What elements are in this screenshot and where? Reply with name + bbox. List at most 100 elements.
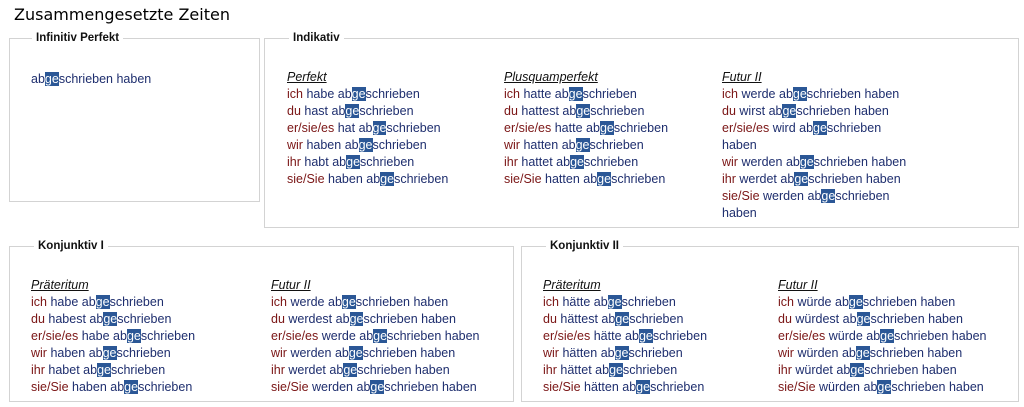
- pronoun: er/sie/es: [504, 121, 552, 135]
- participle-rest: schrieben: [117, 312, 172, 326]
- pronoun: ich: [504, 87, 520, 101]
- pronoun: du: [31, 312, 45, 326]
- conjugation-line: er/sie/es wird abgeschrieben: [722, 120, 906, 137]
- conj-list: ich habe abgeschrieben du hast abgeschrie…: [287, 86, 448, 188]
- highlighted-particle: ge: [370, 380, 385, 394]
- konjunktiv2-panel: Konjunktiv II Präteritum ich hätte abges…: [521, 240, 1019, 402]
- konjunktiv1-panel: Konjunktiv I Präteritum ich habe abgesch…: [9, 240, 514, 402]
- prefix: ab: [841, 346, 856, 360]
- participle-rest: schrieben haben: [870, 312, 963, 326]
- indikativ-legend: Indikativ: [293, 32, 340, 44]
- highlighted-particle: ge: [636, 380, 651, 394]
- prefix: ab: [835, 295, 849, 309]
- highlighted-particle: ge: [794, 172, 809, 186]
- conjugation-line: ihr werdet abgeschrieben haben: [271, 362, 480, 379]
- pronoun: du: [271, 312, 285, 326]
- prefix: ab: [88, 346, 103, 360]
- prefix: ab: [83, 363, 98, 377]
- participle-rest: schrieben: [140, 329, 196, 343]
- auxiliary-verb: habt: [304, 155, 329, 169]
- pronoun: ihr: [722, 172, 736, 186]
- auxiliary-verb: habe: [50, 295, 79, 309]
- highlighted-particle: ge: [599, 121, 614, 135]
- auxiliary-verb: würdest: [795, 312, 840, 326]
- tense-label: Futur II: [722, 70, 762, 84]
- pronoun: er/sie/es: [722, 121, 770, 135]
- pronoun: ihr: [31, 363, 45, 377]
- conjugation-line: sie/Sie würden abgeschrieben haben: [778, 379, 987, 396]
- pronoun: du: [287, 104, 301, 118]
- conjugation-line: ich würde abgeschrieben haben: [778, 294, 987, 311]
- conjugation-line: ich werde abgeschrieben haben: [722, 86, 906, 103]
- participle-rest: schrieben: [583, 155, 639, 169]
- konjunktiv2-futur2-column: Futur II ich würde abgeschrieben haben du…: [778, 277, 987, 396]
- auxiliary-verb: würde: [797, 295, 832, 309]
- conjugation-line: er/sie/es werde abgeschrieben haben: [271, 328, 480, 345]
- conjugation-line: sie/Sie werden abgeschrieben: [722, 188, 906, 205]
- conjugation-line: ihr hättet abgeschrieben: [543, 362, 707, 379]
- participle-rest: schrieben haben: [357, 363, 450, 377]
- highlighted-particle: ge: [373, 329, 388, 343]
- pronoun: er/sie/es: [31, 329, 79, 343]
- auxiliary-verb: hatte: [523, 87, 552, 101]
- highlighted-particle: ge: [568, 87, 583, 101]
- participle-rest: schrieben haben: [796, 104, 889, 118]
- highlighted-particle: ge: [102, 346, 117, 360]
- auxiliary-verb: wird: [772, 121, 796, 135]
- auxiliary-verb: hätte: [593, 329, 622, 343]
- participle-rest: schrieben haben: [808, 172, 901, 186]
- highlighted-particle: ge: [575, 138, 590, 152]
- highlighted-particle: ge: [97, 363, 111, 377]
- conjugation-line-continuation: haben: [722, 205, 906, 222]
- participle-rest: schrieben haben: [894, 329, 987, 343]
- prefix: ab: [779, 87, 793, 101]
- conj-list: ich würde abgeschrieben haben du würdest …: [778, 294, 987, 396]
- konjunktiv2-legend: Konjunktiv II: [550, 240, 619, 252]
- conjugation-line: er/sie/es habe abgeschrieben: [31, 328, 195, 345]
- infinitiv-perfekt-panel: Infinitiv Perfekt abgeschrieben haben: [9, 32, 260, 202]
- pronoun: ihr: [543, 363, 557, 377]
- conjugation-line: er/sie/es hatte abgeschrieben: [504, 120, 668, 137]
- participle-rest: schrieben: [629, 312, 684, 326]
- konjunktiv1-futur2-column: Futur II ich werde abgeschrieben haben du…: [271, 277, 480, 396]
- highlighted-particle: ge: [346, 155, 361, 169]
- auxiliary-verb: werde: [321, 329, 356, 343]
- pronoun: wir: [504, 138, 520, 152]
- prefix: ab: [842, 312, 857, 326]
- pronoun: ich: [287, 87, 303, 101]
- pronoun: ich: [543, 295, 559, 309]
- conjugation-line: ich werde abgeschrieben haben: [271, 294, 480, 311]
- indikativ-perfekt-column: Perfekt ich habe abgeschrieben du hast ab…: [287, 69, 448, 188]
- participle-rest: schrieben haben: [813, 155, 907, 169]
- prefix: ab: [625, 329, 639, 343]
- participle-rest: schrieben: [590, 104, 645, 118]
- auxiliary-verb: haben: [50, 346, 86, 360]
- conjugation-line: du hattest abgeschrieben: [504, 103, 668, 120]
- highlighted-particle: ge: [124, 380, 139, 394]
- auxiliary-verb: haben: [306, 138, 342, 152]
- conjugation-line: ich habe abgeschrieben: [287, 86, 448, 103]
- highlighted-particle: ge: [880, 329, 895, 343]
- highlighted-particle: ge: [372, 121, 387, 135]
- conjugation-line: er/sie/es würde abgeschrieben haben: [778, 328, 987, 345]
- participle-rest: schrieben: [109, 295, 164, 309]
- conjugation-line: sie/Sie hätten abgeschrieben: [543, 379, 707, 396]
- auxiliary-verb: habet: [48, 363, 80, 377]
- auxiliary-verb: werdet: [288, 363, 326, 377]
- auxiliary-verb: habest: [48, 312, 86, 326]
- auxiliary-verb: werden: [741, 155, 783, 169]
- prefix: ab: [593, 295, 608, 309]
- prefix: ab: [366, 172, 381, 186]
- conjugation-line: du hast abgeschrieben: [287, 103, 448, 120]
- participle-rest: schrieben: [386, 121, 441, 135]
- conjugation-line: sie/Sie hatten abgeschrieben: [504, 171, 668, 188]
- auxiliary-continuation: haben: [722, 138, 757, 152]
- pronoun: er/sie/es: [778, 329, 826, 343]
- pronoun: wir: [271, 346, 287, 360]
- auxiliary-verb: würde: [828, 329, 863, 343]
- prefix: ab: [328, 295, 342, 309]
- participle-rest: schrieben haben: [806, 87, 900, 101]
- pronoun: du: [778, 312, 792, 326]
- tense-label: Plusquamperfekt: [504, 70, 598, 84]
- prefix: ab: [89, 312, 104, 326]
